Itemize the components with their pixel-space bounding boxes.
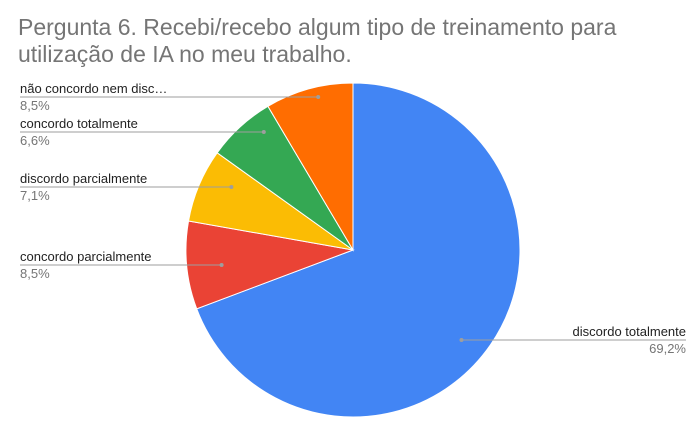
slice-percent-4: 6,6%	[20, 133, 50, 148]
slice-label-4: concordo totalmente	[20, 116, 138, 131]
slice-label-3: discordo parcialmente	[20, 171, 147, 186]
leader-dot-4	[261, 130, 266, 134]
leader-dot-5	[316, 95, 321, 99]
slice-percent-5: 8,5%	[20, 98, 50, 113]
slice-percent-2: 8,5%	[20, 266, 50, 281]
slice-label-5: não concordo nem disc…	[20, 81, 167, 96]
slice-percent-1: 69,2%	[649, 341, 686, 356]
chart-title: Pergunta 6. Recebi/recebo algum tipo de …	[18, 14, 617, 67]
leader-dot-3	[229, 185, 234, 189]
leader-dot-1	[459, 338, 464, 342]
slice-label-2: concordo parcialmente	[20, 249, 152, 264]
pie-slice-1[interactable]	[196, 82, 521, 418]
slice-labels: discordo totalmente 69,2% concordo parcial…	[20, 81, 686, 356]
leader-dot-2	[219, 263, 224, 267]
pie-slices	[185, 82, 521, 418]
pie-slice-5[interactable]	[267, 82, 354, 252]
slice-percent-3: 7,1%	[20, 188, 50, 203]
slice-label-1: discordo totalmente	[573, 324, 686, 339]
leader-lines	[20, 95, 686, 342]
